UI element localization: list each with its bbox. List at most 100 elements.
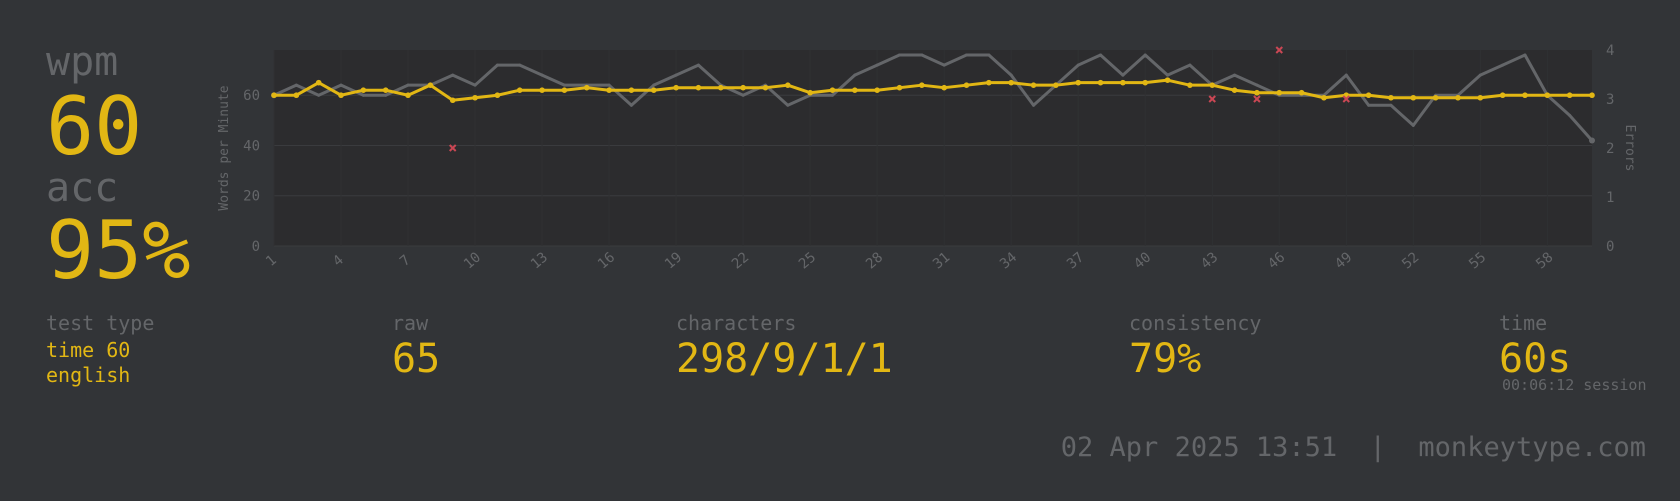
wpm-value: 60 xyxy=(46,80,143,173)
wpm-point xyxy=(1231,87,1238,94)
raw-point xyxy=(1411,123,1415,127)
acc-value: 95% xyxy=(46,204,191,297)
raw-point xyxy=(518,63,522,67)
x-tick-label: 58 xyxy=(1533,249,1556,272)
raw-point xyxy=(1389,103,1393,107)
raw-value: 65 xyxy=(392,336,441,382)
wpm-point xyxy=(1321,94,1327,101)
wpm-point xyxy=(941,84,947,91)
wpm-point xyxy=(986,79,992,86)
raw-point xyxy=(495,63,499,67)
wpm-point xyxy=(539,87,545,94)
wpm-point xyxy=(1410,94,1417,101)
wpm-point xyxy=(1030,82,1037,88)
raw-point xyxy=(1367,103,1371,107)
x-tick-label: 31 xyxy=(930,249,953,272)
wpm-point xyxy=(1365,92,1372,99)
test-type-language[interactable]: english xyxy=(46,363,131,387)
wpm-point xyxy=(1455,94,1461,101)
wpm-point xyxy=(315,79,322,86)
wpm-point xyxy=(1053,82,1059,88)
raw-point xyxy=(674,73,678,77)
wpm-point xyxy=(1522,92,1528,99)
x-tick-label: 34 xyxy=(997,249,1020,272)
y2-axis-label: Errors xyxy=(1622,125,1637,172)
y2-tick-label: 4 xyxy=(1606,43,1614,59)
error-point xyxy=(1208,95,1216,103)
consistency-value: 79% xyxy=(1129,336,1202,382)
wpm-point xyxy=(695,84,702,91)
raw-point xyxy=(607,83,611,87)
raw-point xyxy=(741,93,745,97)
wpm-point xyxy=(449,97,456,104)
session-time: 00:06:12 session xyxy=(1502,376,1647,394)
wpm-point xyxy=(382,87,389,94)
raw-point xyxy=(786,103,790,107)
wpm-point xyxy=(807,89,813,96)
wpm-point xyxy=(271,92,277,99)
wpm-point xyxy=(405,92,411,99)
wpm-point xyxy=(1589,92,1595,99)
raw-point xyxy=(652,83,656,87)
wpm-point xyxy=(1008,79,1014,86)
raw-point xyxy=(1188,63,1192,67)
wpm-point xyxy=(762,84,769,91)
raw-point xyxy=(696,63,700,67)
site-name[interactable]: monkeytype.com xyxy=(1418,432,1646,463)
y-axis-label: Words per Minute xyxy=(217,85,232,210)
test-type-label: test type xyxy=(46,311,155,335)
footer-separator: | xyxy=(1369,432,1386,463)
test-type-mode[interactable]: time 60 xyxy=(46,338,131,362)
x-tick-label: 25 xyxy=(796,249,819,272)
wpm-point xyxy=(606,87,612,94)
wpm-point xyxy=(1298,89,1305,96)
wpm-point xyxy=(784,82,791,88)
characters-value: 298/9/1/1 xyxy=(676,336,893,382)
raw-point xyxy=(540,73,544,77)
wpm-point xyxy=(472,94,478,101)
wpm-point xyxy=(874,87,880,94)
raw-point xyxy=(830,93,834,97)
raw-point xyxy=(562,83,566,87)
wpm-point xyxy=(338,92,344,99)
wpm-point xyxy=(1499,92,1506,99)
raw-point xyxy=(384,93,388,97)
raw-point xyxy=(987,53,991,57)
y-tick-label: 0 xyxy=(252,239,260,255)
acc-label: acc xyxy=(46,165,119,211)
raw-point xyxy=(875,63,879,67)
raw-point xyxy=(1121,73,1125,77)
raw-point xyxy=(965,53,969,57)
error-point xyxy=(1275,46,1283,54)
raw-point xyxy=(1099,53,1103,57)
raw-point xyxy=(406,83,410,87)
x-tick-label: 46 xyxy=(1265,249,1288,272)
x-tick-label: 4 xyxy=(330,252,347,270)
plot-area xyxy=(274,50,1592,246)
y2-tick-label: 2 xyxy=(1606,141,1614,157)
wpm-point xyxy=(1164,77,1171,83)
wpm-point xyxy=(516,87,523,94)
raw-line xyxy=(272,53,1594,142)
raw-point xyxy=(1523,53,1527,57)
wpm-point xyxy=(896,84,903,91)
raw-point xyxy=(1009,73,1013,77)
wpm-point xyxy=(717,84,724,91)
raw-point xyxy=(920,53,924,57)
x-tick-label: 55 xyxy=(1466,249,1489,272)
wpm-point xyxy=(1142,79,1149,86)
raw-point xyxy=(1501,63,1505,67)
wpm-point xyxy=(963,82,970,88)
wpm-point xyxy=(1276,89,1283,96)
raw-point xyxy=(853,73,857,77)
error-point xyxy=(1342,95,1350,103)
wpm-point xyxy=(650,87,657,94)
error-mark-stroke xyxy=(1253,95,1261,103)
wpm-point xyxy=(740,84,746,91)
footer: 02 Apr 2025 13:51 | monkeytype.com xyxy=(1061,432,1646,464)
wpm-point xyxy=(829,87,836,94)
y-tick-label: 20 xyxy=(243,189,260,205)
x-tick-label: 1 xyxy=(263,252,280,270)
raw-point xyxy=(897,53,901,57)
